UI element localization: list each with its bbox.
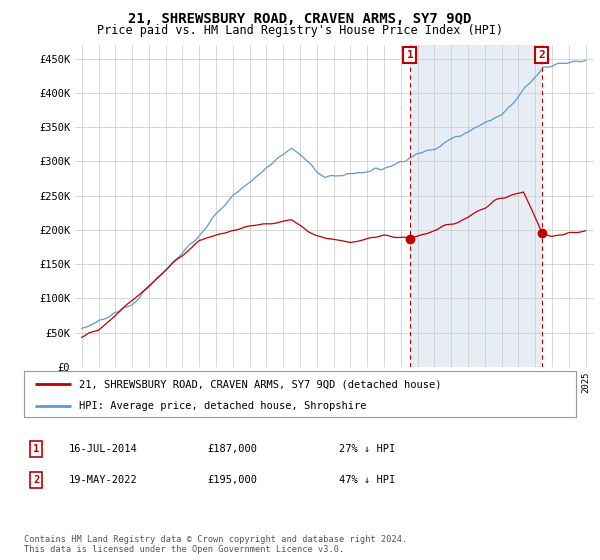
Text: 19-MAY-2022: 19-MAY-2022 (69, 475, 138, 485)
Text: £187,000: £187,000 (207, 444, 257, 454)
Text: 21, SHREWSBURY ROAD, CRAVEN ARMS, SY7 9QD: 21, SHREWSBURY ROAD, CRAVEN ARMS, SY7 9Q… (128, 12, 472, 26)
Text: 2: 2 (538, 50, 545, 60)
Text: Contains HM Land Registry data © Crown copyright and database right 2024.
This d: Contains HM Land Registry data © Crown c… (24, 535, 407, 554)
Text: £195,000: £195,000 (207, 475, 257, 485)
Text: HPI: Average price, detached house, Shropshire: HPI: Average price, detached house, Shro… (79, 401, 367, 410)
Text: 27% ↓ HPI: 27% ↓ HPI (339, 444, 395, 454)
Text: 2: 2 (33, 475, 39, 485)
Text: Price paid vs. HM Land Registry's House Price Index (HPI): Price paid vs. HM Land Registry's House … (97, 24, 503, 36)
Text: 1: 1 (407, 50, 413, 60)
Text: 16-JUL-2014: 16-JUL-2014 (69, 444, 138, 454)
Text: 1: 1 (33, 444, 39, 454)
Bar (410, 45, 542, 367)
Text: 47% ↓ HPI: 47% ↓ HPI (339, 475, 395, 485)
Text: 21, SHREWSBURY ROAD, CRAVEN ARMS, SY7 9QD (detached house): 21, SHREWSBURY ROAD, CRAVEN ARMS, SY7 9Q… (79, 379, 442, 389)
